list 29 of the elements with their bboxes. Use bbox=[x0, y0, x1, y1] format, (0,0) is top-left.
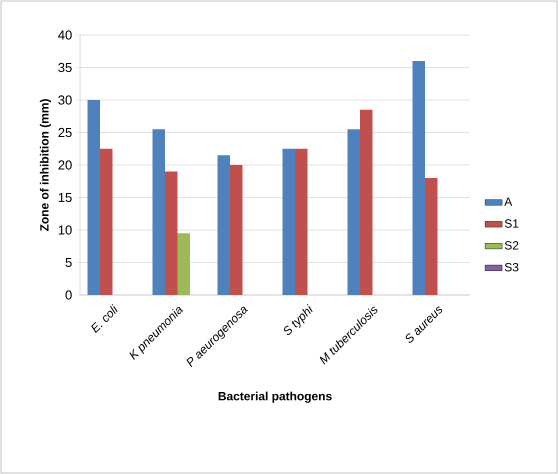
legend-label: S2 bbox=[504, 241, 518, 250]
legend-label: S3 bbox=[504, 262, 518, 272]
y-tick-label: 25 bbox=[58, 128, 72, 138]
y-tick-label: 15 bbox=[58, 192, 72, 202]
y-tick-label: 30 bbox=[58, 95, 72, 105]
bar bbox=[425, 178, 438, 295]
bar bbox=[282, 148, 296, 295]
bar bbox=[348, 129, 360, 295]
bar bbox=[295, 148, 308, 295]
y-tick-label: 20 bbox=[58, 160, 72, 170]
x-axis-title: Bacterial pathogens bbox=[218, 392, 332, 403]
bar bbox=[218, 155, 230, 295]
bar bbox=[100, 148, 112, 295]
y-tick-label: 10 bbox=[58, 225, 72, 235]
y-axis-title: Zone of inhibition (mm) bbox=[40, 99, 51, 232]
bar bbox=[88, 100, 100, 295]
y-tick-label: 0 bbox=[66, 290, 72, 300]
y-tick-label: 40 bbox=[58, 30, 72, 40]
y-tick-label: 5 bbox=[66, 258, 72, 268]
legend-label: A bbox=[504, 198, 512, 206]
legend-label: S1 bbox=[504, 219, 518, 228]
bar bbox=[152, 129, 165, 295]
y-tick-label: 35 bbox=[58, 62, 72, 72]
bar bbox=[360, 110, 373, 295]
x-tick-label: E. coli bbox=[91, 304, 118, 334]
bar bbox=[412, 60, 426, 295]
bar bbox=[178, 233, 190, 295]
bar bbox=[230, 165, 242, 295]
bar bbox=[165, 172, 178, 295]
